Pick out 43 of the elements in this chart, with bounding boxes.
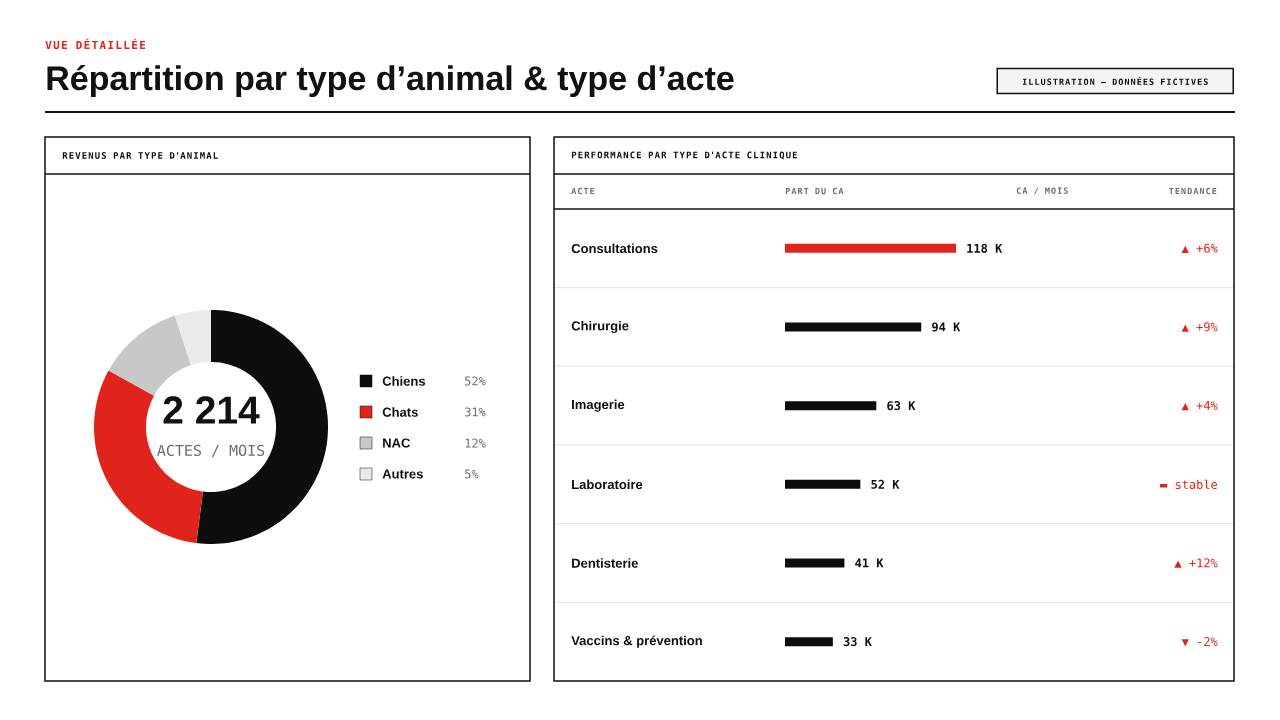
text: CA / MOIS	[1016, 187, 1068, 195]
bar	[785, 558, 845, 568]
text: 2 214	[163, 396, 260, 424]
legend-label: Autres	[382, 469, 423, 479]
text: ▼ -2%	[1181, 636, 1218, 647]
bar	[785, 401, 877, 411]
data-label: 5%	[465, 469, 479, 479]
bar	[785, 243, 956, 253]
text: ▲ +4%	[1181, 401, 1218, 411]
y-tick-label: Consultations	[571, 243, 658, 254]
data-label: 52 K	[871, 479, 900, 489]
text: ▬ stable	[1160, 479, 1218, 490]
text: PERFORMANCE PAR TYPE D'ACTE CLINIQUE	[571, 151, 797, 160]
y-tick-label: Dentisterie	[572, 558, 638, 568]
data-label: 118 K	[967, 243, 1003, 253]
legend-label: Chats	[382, 407, 418, 417]
text: ▲ +9%	[1181, 322, 1218, 332]
bar	[785, 637, 833, 647]
legend-label: NAC	[383, 438, 411, 448]
text: ACTES / MOIS	[157, 444, 265, 458]
y-tick-label: Laboratoire	[572, 479, 643, 490]
legend-label: Chiens	[382, 376, 426, 386]
data-label: 41 K	[855, 558, 884, 568]
y-tick-label: Chirurgie	[571, 320, 629, 334]
data-label: 33 K	[843, 637, 872, 647]
text: TENDANCE	[1169, 187, 1217, 195]
text: ▲ +6%	[1181, 243, 1218, 254]
y-tick-label: Imagerie	[572, 399, 625, 412]
data-label: 52%	[465, 376, 486, 386]
data-label: 31%	[465, 407, 486, 417]
x-axis-title: PART DU CA	[785, 187, 844, 195]
text: ILLUSTRATION — DONNÉES FICTIVES	[1022, 76, 1208, 85]
chart-title: REVENUS PAR TYPE D'ANIMAL	[62, 152, 218, 159]
text: ▲ +12%	[1174, 558, 1218, 568]
bar	[785, 322, 922, 332]
text: VUE DÉTAILLÉE	[45, 38, 146, 50]
text: Répartition par type d’animal & type d’acte	[47, 65, 734, 98]
data-label: 63 K	[887, 401, 916, 411]
data-label: 12%	[465, 438, 486, 448]
data-label: 94 K	[932, 322, 961, 332]
y-axis-title: ACTE	[571, 187, 595, 195]
bar	[785, 479, 861, 489]
y-tick-label: Vaccins & prévention	[571, 635, 702, 648]
